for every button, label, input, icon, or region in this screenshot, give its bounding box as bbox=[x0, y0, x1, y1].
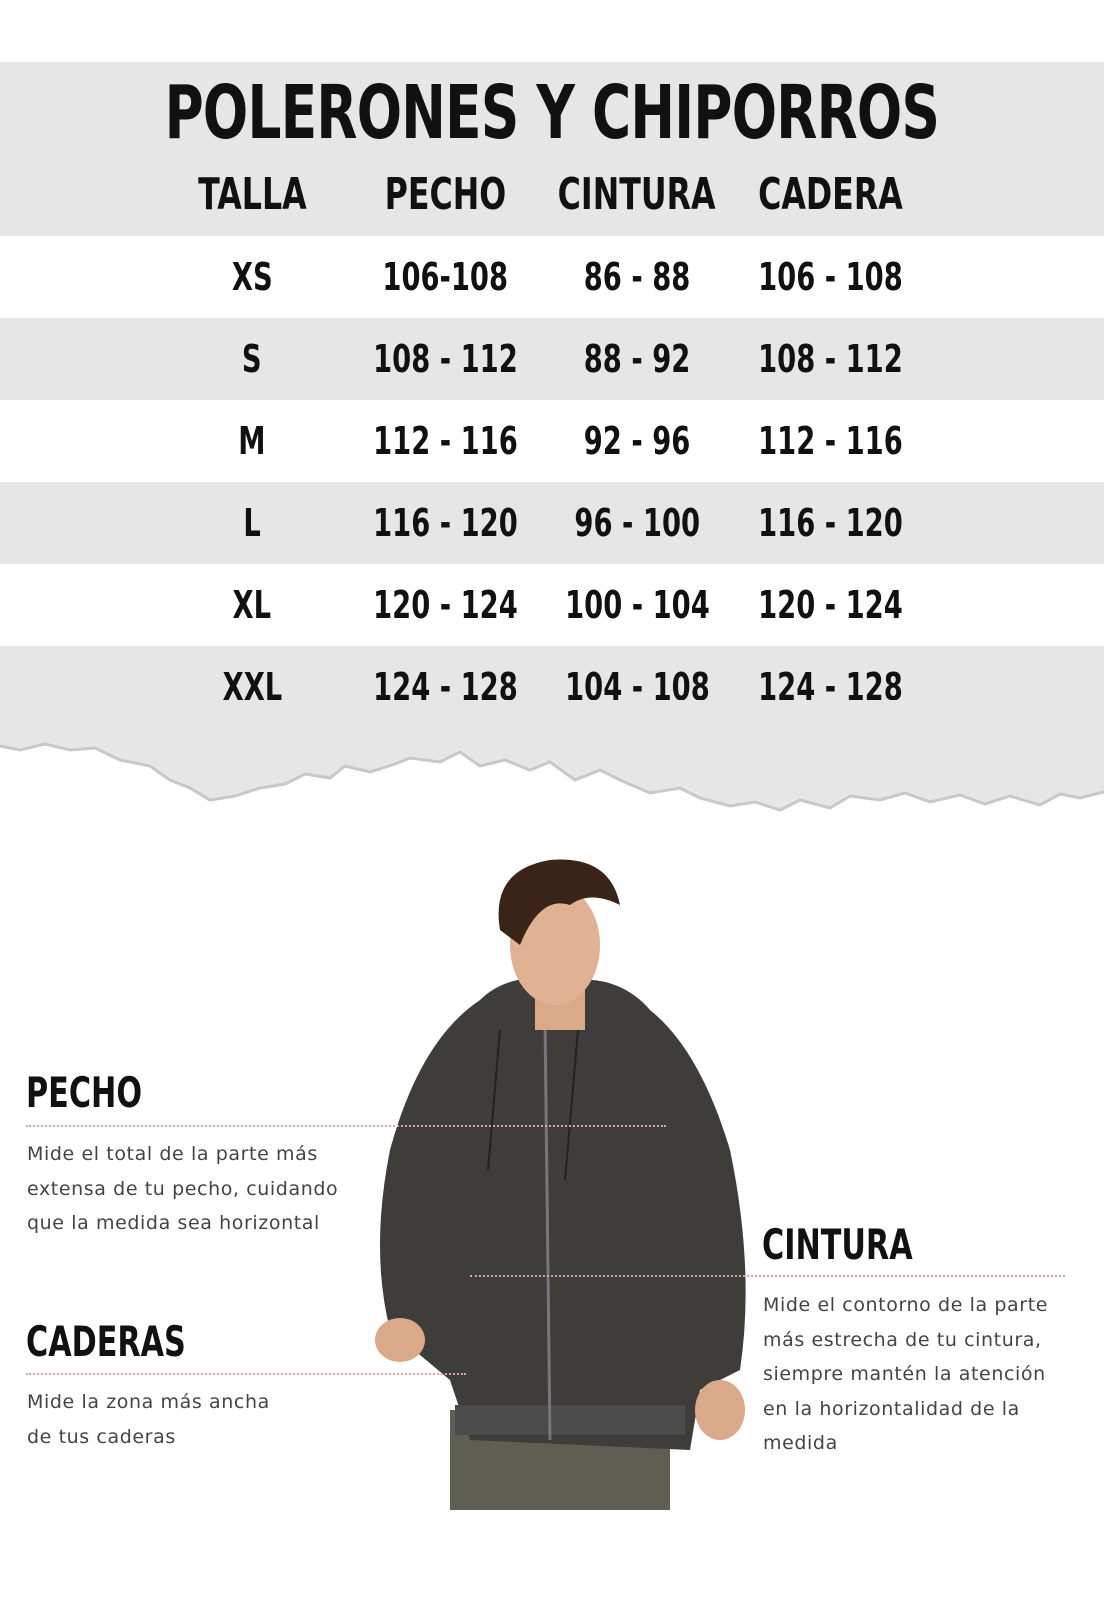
table-cell: L bbox=[243, 501, 261, 545]
pecho-heading: PECHO bbox=[26, 1068, 143, 1117]
page-title: POLERONES Y CHIPORROS bbox=[164, 70, 940, 156]
table-cell: 106-108 bbox=[382, 255, 508, 299]
hair bbox=[498, 859, 620, 945]
table-row: XL 120 - 124 100 - 104 120 - 124 bbox=[0, 564, 1104, 646]
caderas-heading: CADERAS bbox=[26, 1317, 186, 1366]
table-cell: 100 - 104 bbox=[564, 583, 710, 627]
hoodie bbox=[380, 977, 746, 1450]
table-row: L 116 - 120 96 - 100 116 - 120 bbox=[0, 482, 1104, 564]
table-cell: 116 - 120 bbox=[757, 501, 903, 545]
table-cell: 112 - 116 bbox=[757, 419, 903, 463]
caderas-description: Mide la zona más ancha de tus caderas bbox=[27, 1391, 270, 1448]
cintura-heading: CINTURA bbox=[762, 1220, 913, 1269]
table-cell: 120 - 124 bbox=[757, 583, 903, 627]
table-cell: S bbox=[242, 337, 262, 381]
table-cell: 88 - 92 bbox=[583, 337, 691, 381]
pecho-dotted-line bbox=[26, 1125, 666, 1127]
table-cell: 108 - 112 bbox=[372, 337, 518, 381]
table-cell: 92 - 96 bbox=[583, 419, 691, 463]
table-cell: 112 - 116 bbox=[372, 419, 518, 463]
table-row: S 108 - 112 88 - 92 108 - 112 bbox=[0, 318, 1104, 400]
table-row: M 112 - 116 92 - 96 112 - 116 bbox=[0, 400, 1104, 482]
table-header: TALLA PECHO CINTURA CADERA bbox=[0, 154, 1104, 236]
table-cell: 108 - 112 bbox=[757, 337, 903, 381]
model-photo bbox=[375, 859, 746, 1510]
table-cell: 120 - 124 bbox=[372, 583, 518, 627]
header-cadera: CADERA bbox=[757, 169, 903, 220]
table-cell: 96 - 100 bbox=[574, 501, 700, 545]
table-cell: 106 - 108 bbox=[757, 255, 903, 299]
header-band bbox=[0, 62, 1104, 236]
table-cell: 86 - 88 bbox=[583, 255, 691, 299]
table-cell: 116 - 120 bbox=[372, 501, 518, 545]
header-cintura: CINTURA bbox=[558, 169, 716, 220]
table-cell: M bbox=[238, 419, 266, 463]
table-cell: XS bbox=[231, 255, 273, 299]
header-talla: TALLA bbox=[197, 169, 307, 220]
table-cell: XL bbox=[232, 583, 272, 627]
header-pecho: PECHO bbox=[384, 169, 506, 220]
table-row: XS 106-108 86 - 88 106 - 108 bbox=[0, 236, 1104, 318]
cintura-dotted-line bbox=[470, 1275, 1065, 1277]
cintura-description: Mide el contorno de la parte más estrecha… bbox=[763, 1294, 1049, 1454]
pecho-description: Mide el total de la parte más extensa de … bbox=[27, 1143, 339, 1234]
caderas-dotted-line bbox=[26, 1373, 466, 1375]
torn-paper-edge bbox=[0, 700, 1104, 812]
